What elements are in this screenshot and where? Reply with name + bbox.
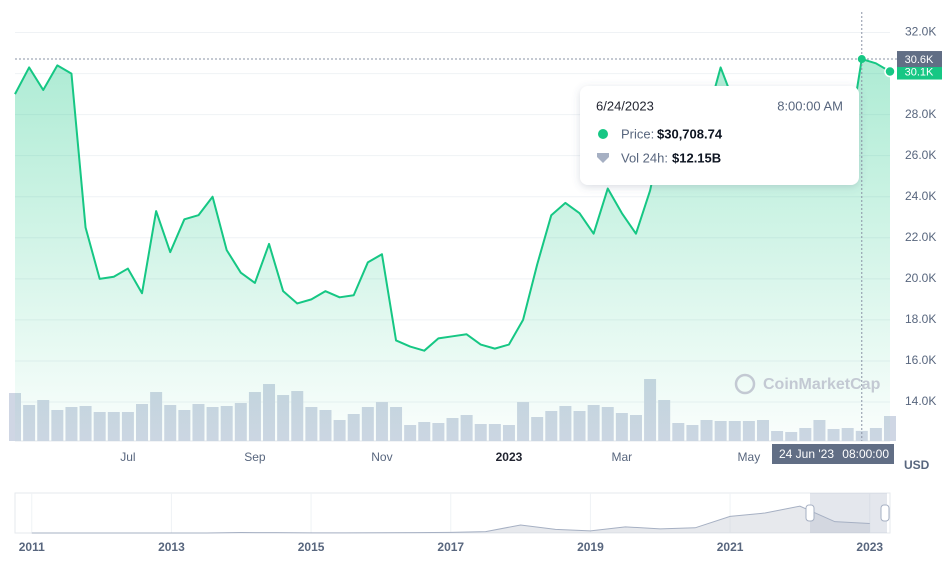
tooltip-volume-name: Vol 24h:: [621, 150, 668, 165]
price-icon: [598, 129, 608, 139]
x-tick-label: Jul: [120, 450, 135, 464]
watermark-text: CoinMarketCap: [763, 376, 881, 393]
navigator-frame: [14, 492, 891, 534]
navigator-year-label: 2023: [856, 540, 883, 554]
y-unit: USD: [904, 458, 930, 472]
navigator-line: [31, 505, 870, 534]
x-tick-label: Nov: [371, 450, 392, 464]
tooltip-time: 8:00:00 AM: [777, 98, 843, 113]
y-tick-label: 20.0K: [905, 271, 936, 285]
crosshair-price-badge: [897, 51, 942, 68]
navigator-selection[interactable]: [810, 493, 887, 533]
x-tick-label: Sep: [244, 450, 266, 464]
navigator-year-label: 2011: [19, 540, 45, 554]
x-tick-label: May: [738, 450, 761, 464]
y-tick-label: 32.0K: [905, 25, 936, 39]
tooltip-price: $30,708.74: [657, 126, 723, 141]
y-tick-label: 14.0K: [905, 394, 936, 408]
y-tick-label: 22.0K: [905, 230, 936, 244]
tooltip: 6/24/2023 8:00:00 AM Price: $30,708.74 V…: [580, 86, 859, 185]
navigator-area: [31, 506, 870, 533]
navigator-year-label: 2019: [577, 540, 604, 554]
navigator-year-label: 2017: [437, 540, 464, 554]
navigator[interactable]: 2011 2013 2015 2017 2019 2021 2023: [14, 492, 891, 554]
last-price-badge: [897, 63, 942, 80]
y-tick-label: 18.0K: [905, 312, 936, 326]
crosshair-date-label: 24 Jun '23: [779, 447, 834, 461]
navigator-handle[interactable]: [880, 504, 890, 522]
y-tick-label: 24.0K: [905, 189, 936, 203]
tooltip-box: [580, 86, 859, 185]
navigator-handle[interactable]: [805, 504, 815, 522]
navigator-year-label: 2015: [298, 540, 325, 554]
x-tick-label: Mar: [612, 450, 633, 464]
tooltip-date: 6/24/2023: [596, 98, 654, 113]
volume-icon: [597, 153, 609, 163]
x-tick-label: 2023: [496, 450, 523, 464]
y-tick-label: 28.0K: [905, 107, 936, 121]
crosshair-price-label: 30.6K: [905, 54, 934, 66]
y-tick-label: 26.0K: [905, 148, 936, 162]
navigator-year-label: 2013: [158, 540, 185, 554]
tooltip-volume: $12.15B: [672, 150, 721, 165]
crosshair-time-label: 08:00:00: [842, 447, 889, 461]
hover-point: [857, 55, 866, 64]
watermark: CoinMarketCap: [734, 373, 881, 395]
tooltip-price-name: Price:: [621, 126, 654, 141]
last-price-label: 30.1K: [905, 66, 934, 78]
crosshair-date-badge: [772, 444, 894, 464]
y-tick-label: 16.0K: [905, 353, 936, 367]
last-point: [884, 65, 896, 78]
navigator-year-label: 2021: [717, 540, 744, 554]
watermark-logo: [734, 373, 756, 395]
